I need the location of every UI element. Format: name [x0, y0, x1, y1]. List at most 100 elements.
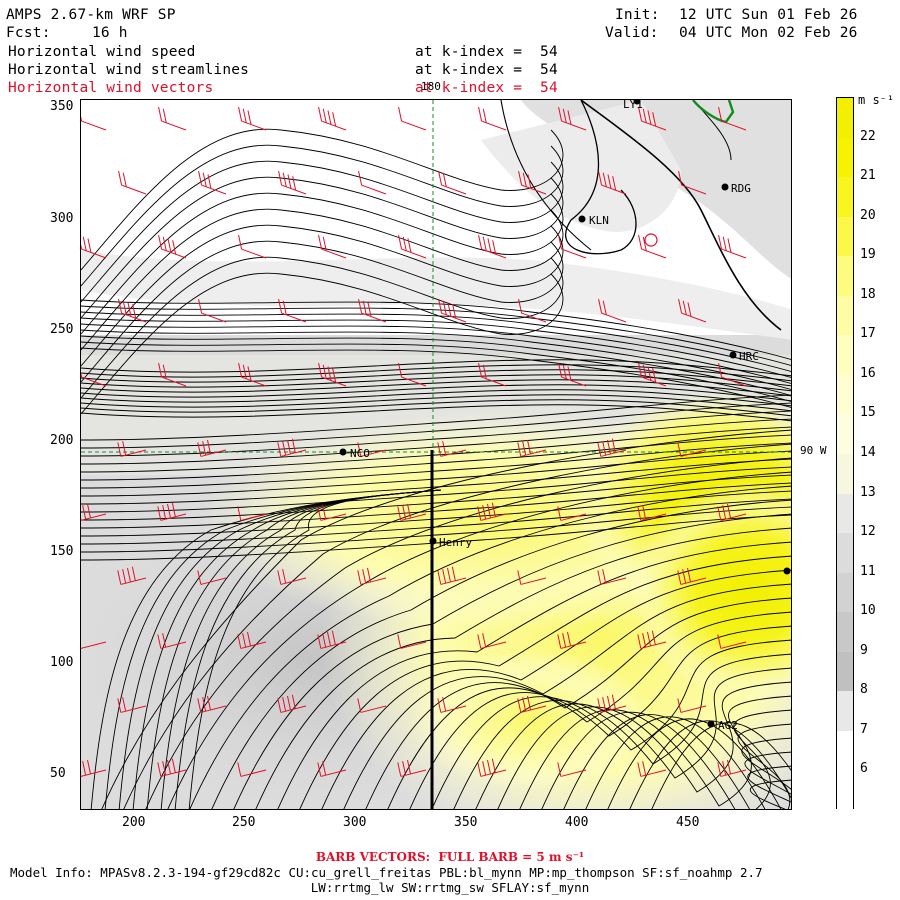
wind-barb [637, 761, 667, 777]
station-label-hrc: HRC [739, 350, 759, 363]
wind-barb [638, 106, 667, 131]
wind-barb [718, 234, 747, 259]
barb-note: BARB VECTORS: FULL BARB = 5 m s⁻¹ [315, 850, 585, 864]
wind-barb [81, 503, 107, 521]
streamline [81, 208, 564, 351]
station-kln: KLN [578, 214, 609, 227]
wind-barb [518, 170, 547, 195]
wind-barb [198, 170, 227, 195]
streamline [81, 335, 791, 396]
wind-barb [398, 234, 427, 259]
wind-barb [117, 566, 147, 585]
streamline [607, 718, 791, 809]
wind-barb [557, 762, 587, 777]
wind-barb [81, 641, 107, 649]
valid-time: 04 UTC Mon 02 Feb 26 [679, 25, 858, 41]
colorbar-tick: 15 [860, 405, 876, 421]
wind-barb [278, 298, 307, 323]
wind-barb [118, 170, 147, 195]
streamline [81, 317, 791, 378]
streamline [365, 597, 791, 809]
streamline [409, 625, 791, 809]
streamline [629, 720, 791, 809]
colorbar-segment [837, 572, 853, 614]
streamline [497, 681, 791, 809]
wind-barb [81, 116, 107, 131]
wind-barb [637, 505, 667, 521]
colorbar-tick: 12 [860, 524, 876, 540]
streamline [81, 389, 791, 407]
wind-barb [318, 362, 347, 387]
wind-barb [81, 236, 107, 259]
station-label-kln: KLN [589, 214, 609, 227]
wind-barb [198, 298, 227, 323]
streamline [81, 192, 564, 335]
streamline [81, 384, 791, 402]
wind-barb [158, 362, 187, 387]
streamline [541, 709, 791, 809]
wind-barb [437, 566, 467, 585]
streamline [81, 418, 791, 465]
wind-barb [478, 106, 507, 131]
wind-barb [197, 439, 227, 457]
colorbar-segment [837, 256, 853, 297]
wind-barb [558, 106, 587, 131]
wind-barb [277, 694, 307, 713]
wind-barb [81, 372, 107, 387]
wind-barb [677, 567, 707, 585]
wind-barb [238, 234, 267, 259]
streamline [255, 527, 791, 809]
y-tick-label: 300 [50, 211, 74, 226]
x-tick-label: 450 [676, 815, 700, 830]
wind-barb [158, 106, 187, 131]
wind-barb [597, 569, 627, 585]
wind-barb [438, 170, 467, 195]
wind-barb [278, 170, 307, 195]
streamline [81, 176, 564, 319]
colorbar-tick: 10 [860, 603, 876, 619]
wind-barb [277, 569, 307, 585]
streamline [81, 128, 564, 271]
y-tick-label: 350 [50, 99, 74, 114]
streamline [81, 498, 791, 545]
station-label-ag2: AG2 [718, 719, 738, 732]
streamline [81, 450, 791, 497]
wind-barb [437, 441, 467, 457]
wind-barb [237, 762, 267, 777]
streamline [81, 160, 564, 303]
streamline [343, 583, 791, 809]
wind-barb [477, 758, 507, 777]
streamline [81, 442, 791, 489]
colorbar-tick: 21 [860, 168, 876, 184]
streamline [81, 379, 791, 397]
wind-barb [238, 362, 267, 387]
wind-barb [678, 298, 707, 323]
field-wind-speed: Horizontal wind speed [8, 44, 196, 60]
wind-barb [558, 234, 587, 259]
streamline [81, 272, 564, 415]
map-canvas: LY1 RDG KLN HRC NCO Henry AG2 [81, 100, 791, 809]
y-tick-label: 250 [50, 322, 74, 337]
field-streamlines: Horizontal wind streamlines [8, 62, 250, 78]
wind-barb [718, 106, 747, 131]
wind-barb [318, 106, 347, 131]
colorbar-segment [837, 493, 853, 535]
streamline [81, 369, 791, 387]
streamline [81, 426, 791, 473]
wind-barb [598, 298, 627, 323]
streamline [475, 667, 791, 809]
colorbar-segment [837, 98, 853, 139]
station-label-henry: Henry [439, 536, 472, 549]
model-info-line2: LW:rrtmg_lw SW:rrtmg_sw SFLAY:sf_mynn [310, 880, 590, 895]
station-rdg: RDG [721, 182, 751, 195]
wind-barb [157, 502, 187, 521]
field-wind-speed-level: at k-index = 54 [415, 44, 558, 60]
streamline [81, 359, 791, 377]
wind-barb [557, 506, 587, 521]
station-label-nco: NCO [350, 447, 370, 460]
wind-barb [717, 634, 747, 649]
x-tick-label: 350 [454, 815, 478, 830]
colorbar-tick: 9 [860, 642, 868, 658]
wind-barb [237, 631, 267, 649]
colorbar-segment [837, 770, 853, 811]
